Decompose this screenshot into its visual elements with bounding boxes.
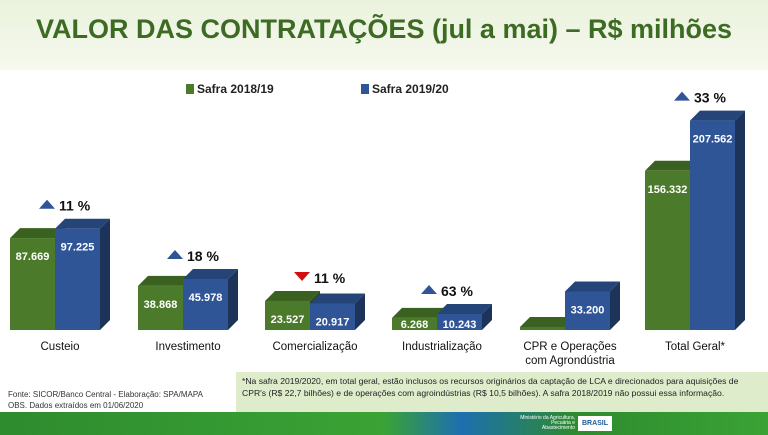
bar bbox=[55, 228, 100, 330]
bar-side bbox=[482, 303, 492, 330]
triangle-up-icon bbox=[167, 249, 183, 259]
bar bbox=[310, 303, 355, 330]
data-label: 38.868 bbox=[144, 299, 178, 311]
bar-top bbox=[55, 218, 110, 229]
bar-side bbox=[610, 281, 620, 330]
data-label: 6.268 bbox=[401, 319, 429, 331]
header-band bbox=[0, 0, 768, 70]
legend-label: Safra 2018/19 bbox=[197, 82, 274, 96]
bar bbox=[520, 327, 565, 330]
bar-top bbox=[138, 275, 193, 286]
bar-top bbox=[690, 110, 745, 121]
brasil-logo: BRASIL bbox=[578, 416, 612, 431]
triangle-up-icon bbox=[421, 284, 437, 294]
chart-title: VALOR DAS CONTRATAÇÕES (jul a mai) – R$ … bbox=[35, 14, 733, 44]
data-label: 45.978 bbox=[189, 292, 223, 304]
bar bbox=[437, 313, 482, 330]
bar-side bbox=[735, 110, 745, 331]
data-label: 10.243 bbox=[443, 319, 477, 331]
data-label: 156.332 bbox=[648, 184, 688, 196]
data-label: 20.917 bbox=[316, 317, 350, 329]
data-label: 33.200 bbox=[571, 304, 605, 316]
triangle-up-icon bbox=[39, 199, 55, 209]
category-label: Industrialização bbox=[402, 341, 482, 353]
change-label: 33 % bbox=[694, 90, 726, 106]
data-label: 207.562 bbox=[693, 134, 733, 146]
bar-side bbox=[355, 293, 365, 330]
category-label: Comercialização bbox=[272, 341, 357, 353]
bar-side bbox=[228, 268, 238, 330]
bar bbox=[645, 170, 690, 330]
bar-top bbox=[10, 228, 65, 239]
bar bbox=[183, 278, 228, 330]
triangle-down-icon bbox=[294, 271, 310, 281]
bar bbox=[265, 300, 310, 330]
category-label: CPR e Operações bbox=[523, 341, 617, 353]
bar-top bbox=[565, 281, 620, 292]
bar-top bbox=[310, 293, 365, 304]
legend-swatch bbox=[186, 84, 194, 94]
change-label: 11 % bbox=[314, 270, 346, 286]
category-label: Custeio bbox=[41, 341, 80, 353]
bar bbox=[138, 285, 183, 330]
bar-top bbox=[265, 290, 320, 301]
legend-label: Safra 2019/20 bbox=[372, 82, 449, 96]
bar-top bbox=[392, 307, 447, 318]
category-label: Total Geral* bbox=[665, 341, 726, 353]
bar-top bbox=[437, 303, 492, 314]
bar-side bbox=[100, 218, 110, 330]
bar-top bbox=[520, 317, 575, 327]
data-label: 87.669 bbox=[16, 251, 50, 263]
ministry-logo-text: Ministério da Agricultura, Pecuária e Ab… bbox=[520, 415, 575, 431]
change-label: 63 % bbox=[441, 283, 473, 299]
category-label: Investimento bbox=[155, 341, 220, 353]
legend-swatch bbox=[361, 84, 369, 94]
bar bbox=[690, 120, 735, 331]
change-label: 18 % bbox=[187, 248, 219, 264]
category-label: com Agrondústria bbox=[525, 355, 615, 367]
obs-line: OBS. Dados extraídos em 01/06/2020 bbox=[8, 401, 144, 410]
bar bbox=[565, 291, 610, 330]
footer-band bbox=[0, 412, 768, 435]
bar-chart: Safra 2018/19 Safra 2019/20 87.669 97.225 Cu… bbox=[10, 82, 745, 367]
data-label: 23.527 bbox=[271, 314, 305, 326]
source-text: Fonte: SICOR/Banco Central - Elaboração:… bbox=[8, 389, 203, 411]
data-label: 97.225 bbox=[61, 242, 95, 254]
bar bbox=[10, 238, 55, 330]
bar-top bbox=[183, 268, 238, 279]
footnote: *Na safra 2019/2020, em total geral, est… bbox=[236, 372, 768, 416]
triangle-up-icon bbox=[674, 91, 690, 101]
bar bbox=[392, 317, 437, 330]
change-label: 11 % bbox=[59, 198, 91, 214]
source-line: Fonte: SICOR/Banco Central - Elaboração:… bbox=[8, 390, 203, 399]
bar-top bbox=[645, 160, 700, 171]
